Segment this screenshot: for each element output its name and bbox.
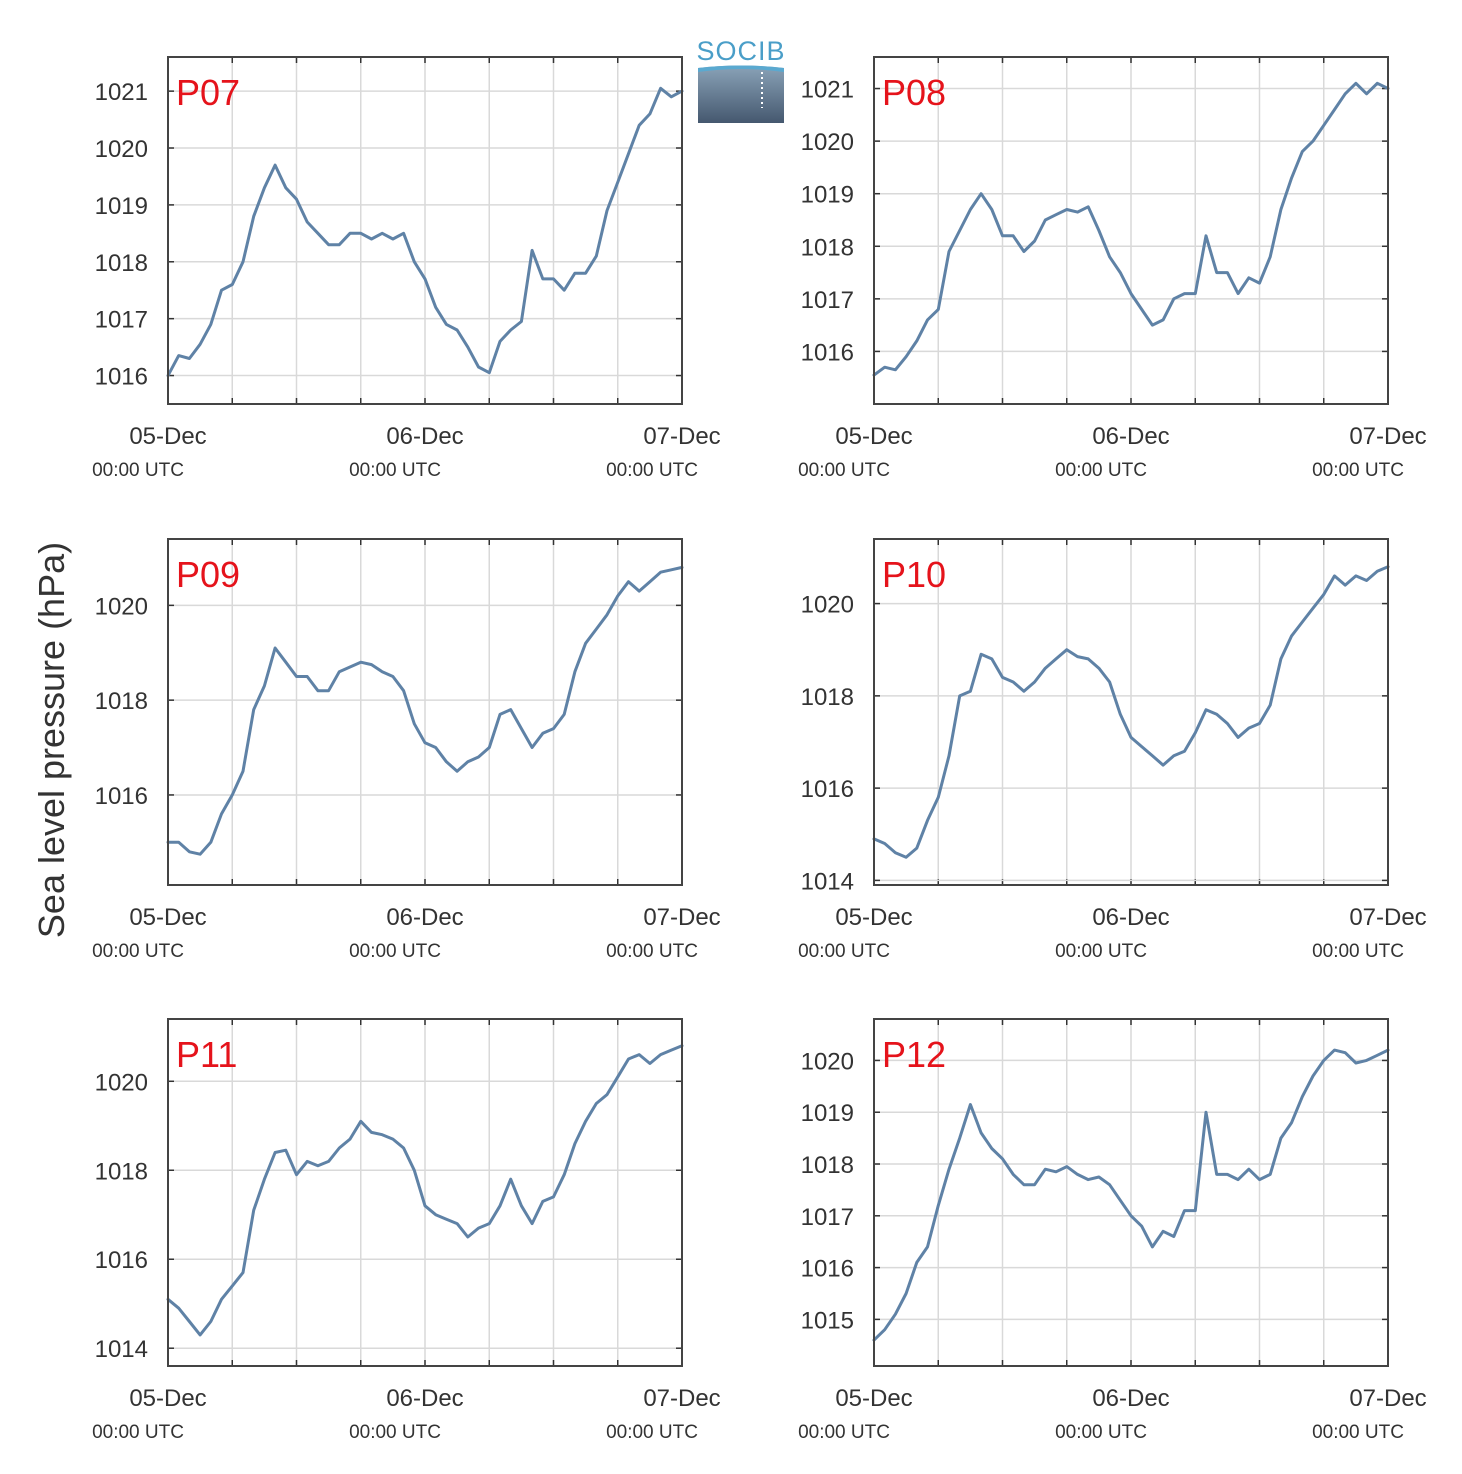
- panel-title: P08: [882, 72, 946, 113]
- panel-p07: 1016 1017 1018 1019 1020 1021 05-Dec 00:00 UTC 0…: [92, 56, 721, 481]
- y-tick-label: 1018: [801, 234, 854, 261]
- x-tick-label: 07-Dec: [1349, 904, 1426, 931]
- x-tick-sublabel: 00:00 UTC: [1312, 460, 1404, 481]
- logo-wave-shape: [698, 65, 784, 123]
- y-tick-label: 1020: [95, 136, 148, 163]
- panel-p12: 1015 1016 1017 1018 1019 1020 05-Dec 00:00 UTC 0…: [798, 1018, 1427, 1443]
- plot-frame: [873, 1018, 1389, 1367]
- x-tick-sublabel: 00:00 UTC: [1312, 1422, 1404, 1443]
- plot-frame: [167, 1018, 683, 1367]
- plot-frame: [167, 56, 683, 405]
- plot-frame: [873, 538, 1389, 886]
- y-tick-label: 1021: [95, 79, 148, 106]
- series-line-p07: [166, 86, 684, 378]
- panel-title: P10: [882, 554, 946, 595]
- y-tick-label: 1018: [95, 1158, 148, 1185]
- x-tick-label: 07-Dec: [643, 904, 720, 931]
- series-line-p10: [872, 565, 1390, 859]
- y-tick-label: 1020: [95, 1069, 148, 1096]
- panel-title: P07: [176, 72, 240, 113]
- y-tick-label: 1019: [801, 182, 854, 209]
- plot-frame: [167, 538, 683, 886]
- logo-text: SOCIB: [696, 36, 785, 66]
- x-tick-sublabel: 00:00 UTC: [349, 1422, 441, 1443]
- panel-p10: 1014 1016 1018 1020 05-Dec 00:00 UTC 06-Dec 00:…: [798, 538, 1427, 962]
- x-tick-sublabel: 00:00 UTC: [606, 460, 698, 481]
- x-tick-sublabel: 00:00 UTC: [798, 941, 890, 962]
- y-tick-label: 1014: [801, 868, 854, 895]
- y-tick-label: 1016: [95, 1247, 148, 1274]
- x-tick-label: 05-Dec: [835, 423, 912, 450]
- y-tick-label: 1016: [801, 776, 854, 803]
- panel-title: P11: [176, 1034, 237, 1075]
- x-tick-label: 06-Dec: [1092, 423, 1169, 450]
- panel-p11: 1014 1016 1018 1020 05-Dec 00:00 UTC 06-Dec 00:…: [92, 1018, 721, 1443]
- x-tick-sublabel: 00:00 UTC: [349, 941, 441, 962]
- x-tick-sublabel: 00:00 UTC: [798, 1422, 890, 1443]
- x-tick-sublabel: 00:00 UTC: [1055, 1422, 1147, 1443]
- y-tick-label: 1017: [801, 287, 854, 314]
- y-tick-label: 1014: [95, 1336, 148, 1363]
- panel-p08: 1016 1017 1018 1019 1020 1021 05-Dec 00:00 UTC 0…: [798, 56, 1427, 481]
- y-tick-label: 1016: [801, 1256, 854, 1283]
- x-tick-label: 07-Dec: [643, 423, 720, 450]
- series-line-p08: [872, 81, 1390, 377]
- y-tick-label: 1016: [801, 339, 854, 366]
- x-tick-label: 05-Dec: [129, 423, 206, 450]
- series-line-p11: [166, 1044, 684, 1337]
- x-tick-sublabel: 00:00 UTC: [92, 1422, 184, 1443]
- y-tick-label: 1020: [801, 1048, 854, 1075]
- y-axis-label: Sea level pressure (hPa): [31, 542, 72, 938]
- y-tick-label: 1016: [95, 783, 148, 810]
- y-tick-label: 1019: [95, 193, 148, 220]
- x-tick-sublabel: 00:00 UTC: [606, 941, 698, 962]
- panel-p09: 1016 1018 1020 05-Dec 00:00 UTC 06-Dec 00:00 U…: [92, 538, 721, 962]
- x-tick-sublabel: 00:00 UTC: [92, 460, 184, 481]
- y-tick-label: 1015: [801, 1307, 854, 1334]
- x-tick-label: 06-Dec: [1092, 1385, 1169, 1412]
- y-tick-label: 1020: [801, 129, 854, 156]
- y-tick-label: 1020: [801, 592, 854, 619]
- y-tick-label: 1016: [95, 364, 148, 391]
- x-tick-label: 07-Dec: [1349, 423, 1426, 450]
- x-tick-label: 06-Dec: [1092, 904, 1169, 931]
- y-tick-label: 1018: [801, 1152, 854, 1179]
- x-tick-sublabel: 00:00 UTC: [1055, 460, 1147, 481]
- socib-logo: SOCIB: [696, 36, 785, 123]
- plot-frame: [873, 56, 1389, 405]
- x-tick-label: 06-Dec: [386, 1385, 463, 1412]
- x-tick-sublabel: 00:00 UTC: [92, 941, 184, 962]
- x-tick-label: 05-Dec: [129, 904, 206, 931]
- x-tick-label: 05-Dec: [835, 1385, 912, 1412]
- y-tick-label: 1018: [95, 250, 148, 277]
- x-tick-sublabel: 00:00 UTC: [798, 460, 890, 481]
- x-tick-label: 05-Dec: [129, 1385, 206, 1412]
- x-tick-sublabel: 00:00 UTC: [349, 460, 441, 481]
- x-tick-label: 07-Dec: [643, 1385, 720, 1412]
- x-tick-label: 06-Dec: [386, 904, 463, 931]
- x-tick-sublabel: 00:00 UTC: [606, 1422, 698, 1443]
- y-tick-label: 1017: [801, 1204, 854, 1231]
- x-tick-label: 06-Dec: [386, 423, 463, 450]
- y-tick-label: 1021: [801, 77, 854, 104]
- x-tick-label: 05-Dec: [835, 904, 912, 931]
- logo-water-line: [698, 65, 784, 72]
- series-line-p12: [872, 1048, 1390, 1342]
- y-tick-label: 1018: [801, 684, 854, 711]
- panel-title: P12: [882, 1034, 946, 1075]
- x-tick-sublabel: 00:00 UTC: [1055, 941, 1147, 962]
- x-tick-label: 07-Dec: [1349, 1385, 1426, 1412]
- y-tick-label: 1017: [95, 307, 148, 334]
- panel-title: P09: [176, 554, 240, 595]
- y-tick-label: 1019: [801, 1100, 854, 1127]
- series-line-p09: [166, 565, 684, 856]
- y-tick-label: 1018: [95, 688, 148, 715]
- y-tick-label: 1020: [95, 593, 148, 620]
- x-tick-sublabel: 00:00 UTC: [1312, 941, 1404, 962]
